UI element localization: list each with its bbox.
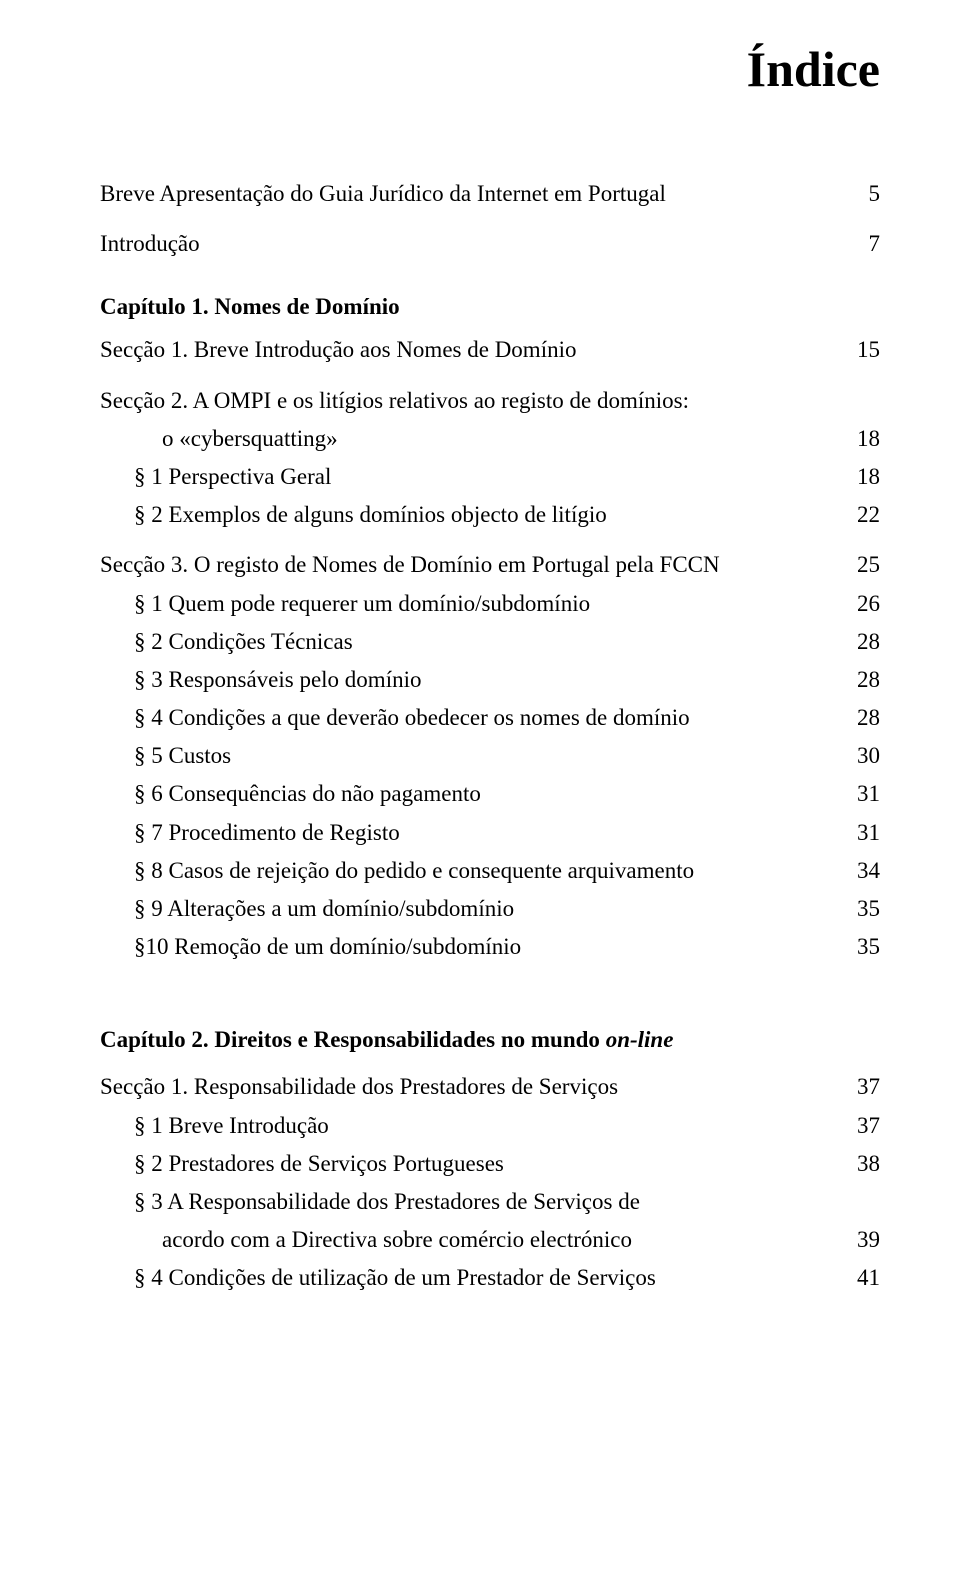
toc-entry: Secção 1. Responsabilidade dos Prestador… (100, 1071, 880, 1103)
toc-entry: § 5 Custos 30 (100, 740, 880, 772)
entry-label: Introdução (100, 228, 840, 260)
entry-label: § 9 Alterações a um domínio/subdomínio (100, 893, 840, 925)
entry-page: 31 (840, 778, 880, 810)
entry-page: 7 (840, 228, 880, 260)
toc-entry: § 1 Breve Introdução 37 (100, 1110, 880, 1142)
entry-page: 18 (840, 423, 880, 455)
toc-entry: § 1 Quem pode requerer um domínio/subdom… (100, 588, 880, 620)
toc-entry: Breve Apresentação do Guia Jurídico da I… (100, 178, 880, 210)
toc-entry: § 7 Procedimento de Registo 31 (100, 817, 880, 849)
entry-label: § 3 Responsáveis pelo domínio (100, 664, 840, 696)
entry-page: 38 (840, 1148, 880, 1180)
entry-label: § 4 Condições de utilização de um Presta… (100, 1262, 840, 1294)
entry-label: Breve Apresentação do Guia Jurídico da I… (100, 178, 840, 210)
toc-entry: § 2 Condições Técnicas 28 (100, 626, 880, 658)
entry-label: § 2 Exemplos de alguns domínios objecto … (100, 499, 840, 531)
chapter-heading: Capítulo 1. Nomes de Domínio (100, 294, 880, 320)
toc-entry: Secção 3. O registo de Nomes de Domínio … (100, 549, 880, 581)
toc-entry: § 3 Responsáveis pelo domínio 28 (100, 664, 880, 696)
entry-label: § 7 Procedimento de Registo (100, 817, 840, 849)
entry-label: § 1 Breve Introdução (100, 1110, 840, 1142)
entry-label: § 3 A Responsabilidade dos Prestadores d… (100, 1186, 840, 1218)
toc-entry: o «cybersquatting» 18 (100, 423, 880, 455)
entry-label: Secção 2. A OMPI e os litígios relativos… (100, 385, 840, 417)
entry-page: 35 (840, 931, 880, 963)
entry-page: 26 (840, 588, 880, 620)
chapter-prefix: Capítulo 2. Direitos e Responsabilidades… (100, 1027, 606, 1052)
toc-entry: Introdução 7 (100, 228, 880, 260)
entry-label: § 8 Casos de rejeição do pedido e conseq… (100, 855, 840, 887)
toc-entry: § 2 Prestadores de Serviços Portugueses … (100, 1148, 880, 1180)
page-container: Índice Breve Apresentação do Guia Jurídi… (0, 0, 960, 1341)
toc-entry: §10 Remoção de um domínio/subdomínio 35 (100, 931, 880, 963)
entry-page: 15 (840, 334, 880, 366)
toc-entry: acordo com a Directiva sobre comércio el… (100, 1224, 880, 1256)
toc-entry: Secção 2. A OMPI e os litígios relativos… (100, 385, 880, 417)
entry-page: 22 (840, 499, 880, 531)
entry-label: o «cybersquatting» (100, 423, 840, 455)
entry-label: Secção 3. O registo de Nomes de Domínio … (100, 549, 840, 581)
toc-entry: § 2 Exemplos de alguns domínios objecto … (100, 499, 880, 531)
toc-entry: § 8 Casos de rejeição do pedido e conseq… (100, 855, 880, 887)
entry-page: 39 (840, 1224, 880, 1256)
entry-page: 34 (840, 855, 880, 887)
toc-entry: Secção 1. Breve Introdução aos Nomes de … (100, 334, 880, 366)
toc-entry: § 4 Condições de utilização de um Presta… (100, 1262, 880, 1294)
entry-page: 41 (840, 1262, 880, 1294)
entry-label: Secção 1. Breve Introdução aos Nomes de … (100, 334, 840, 366)
toc-entry: § 1 Perspectiva Geral 18 (100, 461, 880, 493)
entry-label: § 6 Consequências do não pagamento (100, 778, 840, 810)
entry-label: acordo com a Directiva sobre comércio el… (100, 1224, 840, 1256)
entry-page: 30 (840, 740, 880, 772)
entry-page: 37 (840, 1110, 880, 1142)
page-title: Índice (100, 40, 880, 98)
entry-label: § 2 Condições Técnicas (100, 626, 840, 658)
entry-page: 28 (840, 702, 880, 734)
chapter-heading: Capítulo 2. Direitos e Responsabilidades… (100, 1027, 880, 1053)
toc-entry: § 4 Condições a que deverão obedecer os … (100, 702, 880, 734)
chapter-italic: on-line (606, 1027, 674, 1052)
entry-label: § 5 Custos (100, 740, 840, 772)
toc-entry: § 3 A Responsabilidade dos Prestadores d… (100, 1186, 880, 1218)
entry-page: 35 (840, 893, 880, 925)
entry-page: 5 (840, 178, 880, 210)
entry-label: § 4 Condições a que deverão obedecer os … (100, 702, 840, 734)
toc-entry: § 9 Alterações a um domínio/subdomínio 3… (100, 893, 880, 925)
toc-entry: § 6 Consequências do não pagamento 31 (100, 778, 880, 810)
entry-page: 28 (840, 626, 880, 658)
entry-page: 18 (840, 461, 880, 493)
entry-page: 28 (840, 664, 880, 696)
entry-label: § 2 Prestadores de Serviços Portugueses (100, 1148, 840, 1180)
entry-label: Secção 1. Responsabilidade dos Prestador… (100, 1071, 840, 1103)
entry-page: 31 (840, 817, 880, 849)
entry-page: 25 (840, 549, 880, 581)
entry-label: § 1 Quem pode requerer um domínio/subdom… (100, 588, 840, 620)
entry-label: § 1 Perspectiva Geral (100, 461, 840, 493)
entry-label: §10 Remoção de um domínio/subdomínio (100, 931, 840, 963)
entry-page: 37 (840, 1071, 880, 1103)
